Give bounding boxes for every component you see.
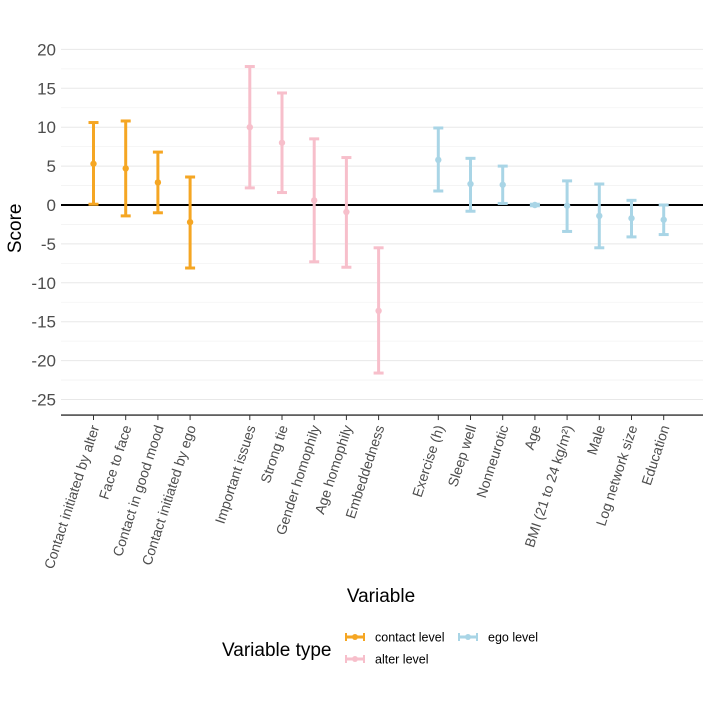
x-ticks — [93, 415, 665, 421]
error-bar — [152, 150, 163, 215]
legend-label: alter level — [375, 653, 429, 667]
x-tick-label: Exercise (h) — [409, 423, 447, 499]
estimate-point — [90, 160, 97, 167]
legend-label: contact level — [375, 631, 444, 645]
error-bar — [244, 65, 255, 190]
y-tick-label: -5 — [41, 235, 56, 254]
estimate-point — [375, 307, 382, 315]
error-bar — [626, 198, 637, 239]
estimate-point — [531, 201, 539, 209]
x-axis-title: Variable — [347, 586, 415, 607]
y-tick-label: -20 — [31, 352, 56, 371]
x-tick-label: Age — [521, 423, 544, 452]
error-bar — [373, 246, 384, 375]
legend-item: ego level — [458, 631, 538, 645]
estimate-point — [596, 212, 603, 220]
error-bar — [562, 179, 573, 233]
y-tick-label: 20 — [37, 40, 56, 59]
x-tick-label: Strong tie — [257, 423, 291, 485]
estimate-point — [563, 202, 571, 209]
estimate-point — [122, 165, 129, 172]
error-bar — [309, 137, 320, 264]
y-tick-label: -10 — [31, 274, 56, 293]
estimate-point — [660, 216, 667, 223]
error-bar — [120, 119, 131, 218]
y-tick-label: -25 — [31, 391, 56, 410]
error-bar — [529, 201, 540, 209]
legend-title: Variable type — [222, 640, 332, 661]
x-tick-label: Sleep well — [444, 423, 479, 489]
legend-item: alter level — [345, 653, 429, 667]
error-bar — [341, 156, 352, 269]
legend: Variable type contact level alter level eg… — [222, 631, 538, 667]
error-bar — [88, 121, 99, 206]
error-bar — [594, 182, 605, 250]
y-tick-label: 15 — [37, 79, 56, 98]
estimate-point — [278, 139, 286, 146]
estimate-point — [343, 208, 350, 216]
error-bar — [185, 175, 196, 270]
x-tick-label: Nonneurotic — [473, 423, 512, 500]
error-bar — [497, 164, 508, 205]
y-tick-labels: 20 15 10 5 0 -5 -10 -15 -20 -25 — [31, 40, 56, 409]
legend-label: ego level — [488, 631, 538, 645]
estimate-point — [186, 218, 194, 226]
grid-lines — [61, 48, 703, 400]
estimate-point — [435, 156, 442, 164]
estimate-point — [499, 181, 506, 188]
error-bars — [88, 65, 669, 375]
error-bar — [465, 156, 476, 213]
legend-key-point — [352, 656, 358, 662]
y-tick-label: 5 — [47, 157, 56, 176]
error-bar — [658, 203, 669, 237]
x-tick-label: Face to face — [96, 423, 135, 501]
estimate-point — [467, 180, 474, 188]
y-tick-label: 0 — [47, 196, 56, 215]
y-tick-label: -15 — [31, 313, 56, 332]
y-tick-label: 10 — [37, 118, 56, 137]
error-bar — [433, 126, 444, 193]
y-axis-title: Score — [5, 204, 26, 254]
estimate-point — [246, 124, 253, 131]
estimate-point — [154, 179, 162, 186]
x-tick-label: Important issues — [212, 423, 259, 526]
x-tick-label: Education — [638, 423, 672, 487]
x-tick-label: Contact initiated by alter — [41, 423, 103, 571]
x-tick-label: Male — [584, 423, 609, 457]
legend-item: contact level — [345, 631, 444, 645]
legend-key-point — [465, 634, 471, 640]
estimate-point — [311, 197, 318, 204]
estimate-point — [628, 215, 635, 222]
error-bar — [277, 91, 287, 195]
legend-key-point — [352, 634, 358, 640]
